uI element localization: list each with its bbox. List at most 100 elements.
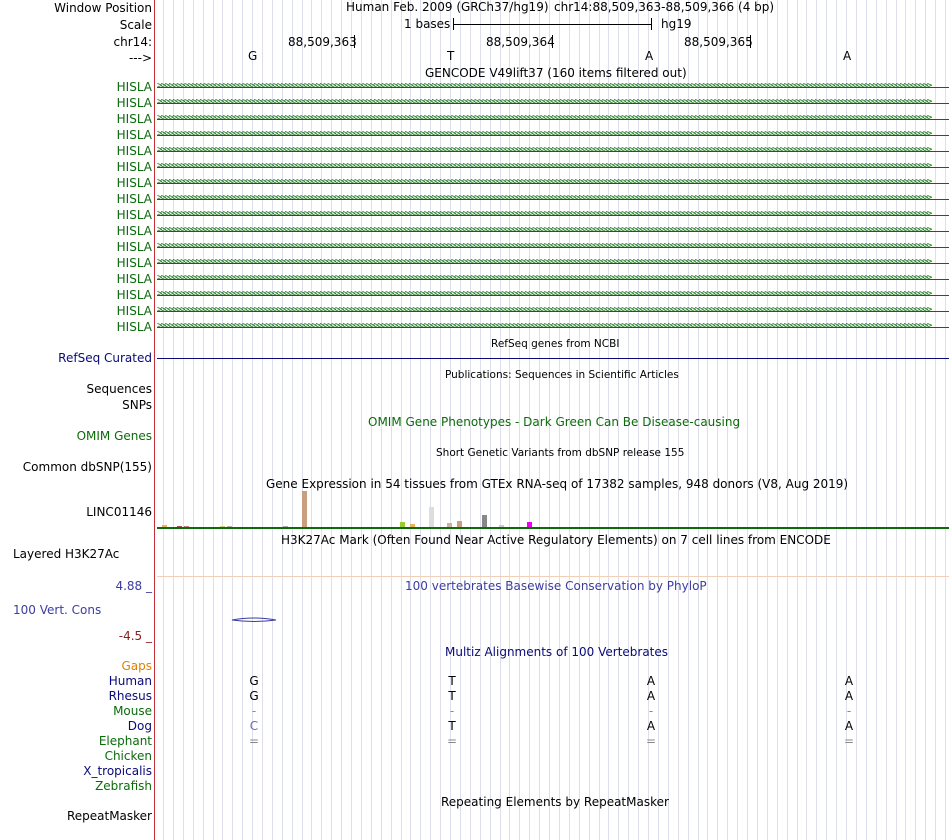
- layered-h3k27ac-label[interactable]: Layered H3K27Ac: [13, 547, 120, 561]
- coord-label-3: 88,509,365: [684, 35, 753, 49]
- gencode-item-label[interactable]: HISLA: [116, 176, 152, 190]
- strand-arrows: >>>>>>>>>>>>>>>>>>>>>>>>>>>>>>>>>>>>>>>>…: [157, 193, 932, 203]
- gencode-item-label[interactable]: HISLA: [116, 256, 152, 270]
- omim-label[interactable]: OMIM Genes: [76, 429, 152, 443]
- gtex-tissue-bar[interactable]: [220, 526, 225, 527]
- gencode-transcript[interactable]: >>>>>>>>>>>>>>>>>>>>>>>>>>>>>>>>>>>>>>>>…: [157, 273, 949, 283]
- grid-line: [302, 0, 303, 840]
- transcript-line: [157, 167, 949, 168]
- rmsk-track-title[interactable]: Repeating Elements by RepeatMasker: [441, 795, 669, 809]
- gencode-transcript[interactable]: >>>>>>>>>>>>>>>>>>>>>>>>>>>>>>>>>>>>>>>>…: [157, 321, 949, 331]
- gtex-gene-label[interactable]: LINC01146: [86, 505, 152, 519]
- gtex-tissue-bar[interactable]: [184, 526, 189, 527]
- scale-bar: [453, 24, 651, 25]
- gencode-track-title[interactable]: GENCODE V49lift37 (160 items filtered ou…: [425, 66, 687, 80]
- gencode-transcript[interactable]: >>>>>>>>>>>>>>>>>>>>>>>>>>>>>>>>>>>>>>>>…: [157, 193, 949, 203]
- snps-label[interactable]: SNPs: [122, 398, 152, 412]
- gtex-tissue-bar[interactable]: [400, 522, 405, 527]
- gencode-transcript[interactable]: >>>>>>>>>>>>>>>>>>>>>>>>>>>>>>>>>>>>>>>>…: [157, 177, 949, 187]
- gencode-item-label[interactable]: HISLA: [116, 304, 152, 318]
- gencode-item-label[interactable]: HISLA: [116, 208, 152, 222]
- gtex-tissue-bar[interactable]: [499, 525, 504, 527]
- sequences-label[interactable]: Sequences: [86, 382, 152, 396]
- gencode-item-label[interactable]: HISLA: [116, 320, 152, 334]
- gtex-tissue-bar[interactable]: [527, 522, 532, 527]
- grid-line: [262, 0, 263, 840]
- gencode-transcript[interactable]: >>>>>>>>>>>>>>>>>>>>>>>>>>>>>>>>>>>>>>>>…: [157, 161, 949, 171]
- transcript-line: [157, 263, 949, 264]
- species-label[interactable]: Mouse: [113, 704, 152, 718]
- gtex-tissue-bar[interactable]: [457, 521, 462, 527]
- gencode-transcript[interactable]: >>>>>>>>>>>>>>>>>>>>>>>>>>>>>>>>>>>>>>>>…: [157, 257, 949, 267]
- grid-line: [816, 0, 817, 840]
- gencode-transcript[interactable]: >>>>>>>>>>>>>>>>>>>>>>>>>>>>>>>>>>>>>>>>…: [157, 97, 949, 107]
- gencode-item-label[interactable]: HISLA: [116, 144, 152, 158]
- gencode-item-label[interactable]: HISLA: [116, 224, 152, 238]
- h3k27ac-track-title[interactable]: H3K27Ac Mark (Often Found Near Active Re…: [281, 533, 831, 547]
- phylop-track-title[interactable]: 100 vertebrates Basewise Conservation by…: [405, 579, 707, 593]
- refseq-label[interactable]: RefSeq Curated: [58, 351, 152, 365]
- gencode-transcript[interactable]: >>>>>>>>>>>>>>>>>>>>>>>>>>>>>>>>>>>>>>>>…: [157, 81, 949, 91]
- gencode-transcript[interactable]: >>>>>>>>>>>>>>>>>>>>>>>>>>>>>>>>>>>>>>>>…: [157, 289, 949, 299]
- strand-arrows: >>>>>>>>>>>>>>>>>>>>>>>>>>>>>>>>>>>>>>>>…: [157, 81, 932, 91]
- gtex-tissue-bar[interactable]: [302, 491, 307, 527]
- grid-line: [579, 0, 580, 840]
- gtex-tissue-bar[interactable]: [283, 526, 288, 527]
- gencode-item-label[interactable]: HISLA: [116, 288, 152, 302]
- gtex-tissue-bar[interactable]: [482, 515, 487, 527]
- gtex-track-title[interactable]: Gene Expression in 54 tissues from GTEx …: [266, 477, 849, 491]
- grid-line: [490, 0, 491, 840]
- gtex-tissue-bar[interactable]: [429, 507, 434, 527]
- refseq-gene-line[interactable]: [157, 358, 949, 359]
- gtex-tissue-bar[interactable]: [162, 525, 167, 527]
- species-label[interactable]: Human: [108, 674, 152, 688]
- publications-track-title[interactable]: Publications: Sequences in Scientific Ar…: [445, 369, 679, 381]
- gencode-item-label[interactable]: HISLA: [116, 272, 152, 286]
- gencode-item-label[interactable]: HISLA: [116, 96, 152, 110]
- alignment-base: A: [646, 719, 656, 733]
- gencode-item-label[interactable]: HISLA: [116, 112, 152, 126]
- gtex-tissue-bar[interactable]: [410, 524, 415, 527]
- omim-track-title[interactable]: OMIM Gene Phenotypes - Dark Green Can Be…: [368, 415, 741, 429]
- refseq-track-title[interactable]: RefSeq genes from NCBI: [491, 338, 620, 350]
- alignment-base: T: [448, 689, 456, 703]
- repeatmasker-label[interactable]: RepeatMasker: [66, 809, 152, 823]
- gencode-transcript[interactable]: >>>>>>>>>>>>>>>>>>>>>>>>>>>>>>>>>>>>>>>>…: [157, 305, 949, 315]
- gencode-transcript[interactable]: >>>>>>>>>>>>>>>>>>>>>>>>>>>>>>>>>>>>>>>>…: [157, 241, 949, 251]
- gencode-transcript[interactable]: >>>>>>>>>>>>>>>>>>>>>>>>>>>>>>>>>>>>>>>>…: [157, 113, 949, 123]
- gencode-transcript[interactable]: >>>>>>>>>>>>>>>>>>>>>>>>>>>>>>>>>>>>>>>>…: [157, 225, 949, 235]
- gtex-tissue-bar[interactable]: [177, 526, 182, 527]
- grid-line: [341, 0, 342, 840]
- grid-line: [608, 0, 609, 840]
- gencode-item-label[interactable]: HISLA: [116, 160, 152, 174]
- dbsnp-track-title[interactable]: Short Genetic Variants from dbSNP releas…: [436, 447, 685, 459]
- gencode-transcript[interactable]: >>>>>>>>>>>>>>>>>>>>>>>>>>>>>>>>>>>>>>>>…: [157, 145, 949, 155]
- species-label[interactable]: Rhesus: [108, 689, 152, 703]
- species-label[interactable]: Chicken: [104, 749, 152, 763]
- alignment-base: C: [249, 719, 259, 733]
- gtex-bar-graph[interactable]: [157, 490, 949, 527]
- multiz-track-title[interactable]: Multiz Alignments of 100 Vertebrates: [445, 645, 669, 659]
- gencode-item-label[interactable]: HISLA: [116, 80, 152, 94]
- grid-line: [935, 0, 936, 840]
- grid-line: [519, 0, 520, 840]
- species-label[interactable]: Zebrafish: [95, 779, 152, 793]
- gtex-tissue-bar[interactable]: [227, 526, 232, 527]
- grid-line: [925, 0, 926, 840]
- gencode-transcript[interactable]: >>>>>>>>>>>>>>>>>>>>>>>>>>>>>>>>>>>>>>>>…: [157, 209, 949, 219]
- species-label[interactable]: X_tropicalis: [83, 764, 152, 778]
- gencode-item-label[interactable]: HISLA: [116, 240, 152, 254]
- grid-line: [420, 0, 421, 840]
- grid-line: [886, 0, 887, 840]
- gtex-tissue-bar[interactable]: [447, 523, 452, 527]
- common-dbsnp-label[interactable]: Common dbSNP(155): [22, 460, 152, 474]
- cons-label[interactable]: 100 Vert. Cons: [13, 603, 102, 617]
- alignment-base: A: [646, 689, 656, 703]
- gaps-label[interactable]: Gaps: [121, 659, 152, 673]
- species-label[interactable]: Elephant: [98, 734, 152, 748]
- gencode-item-label[interactable]: HISLA: [116, 128, 152, 142]
- grid-line: [648, 0, 649, 840]
- gencode-transcript[interactable]: >>>>>>>>>>>>>>>>>>>>>>>>>>>>>>>>>>>>>>>>…: [157, 129, 949, 139]
- gencode-item-label[interactable]: HISLA: [116, 192, 152, 206]
- species-label[interactable]: Dog: [127, 719, 152, 733]
